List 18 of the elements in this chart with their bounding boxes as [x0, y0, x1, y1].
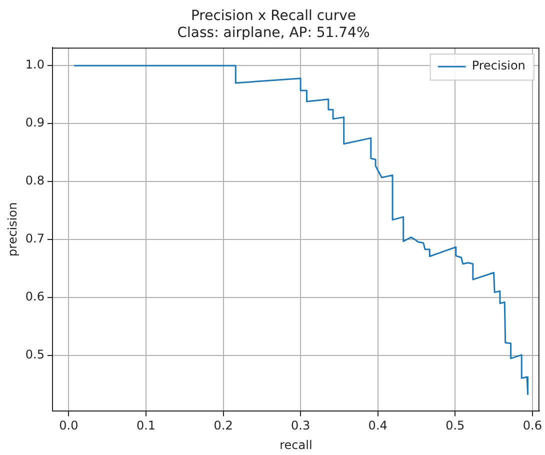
x-axis-title: recall — [280, 438, 312, 452]
x-tick-label: 0.3 — [291, 418, 310, 433]
x-tick-label: 0.1 — [136, 418, 156, 433]
y-tick-label: 0.6 — [25, 290, 44, 304]
x-tick-label: 0.5 — [446, 418, 465, 433]
y-tick-label: 0.5 — [25, 348, 44, 362]
y-tick-label: 0.7 — [25, 232, 44, 246]
y-axis-title: precision — [5, 202, 20, 256]
y-tick-label: 0.9 — [25, 116, 44, 130]
x-tick-label: 0.6 — [522, 418, 542, 433]
x-tick-label: 0.2 — [214, 418, 233, 433]
y-tick-label: 0.8 — [25, 174, 44, 188]
x-tick-label: 0.4 — [368, 418, 388, 433]
chart-title: Precision x Recall curve — [190, 8, 356, 24]
x-tick-label: 0.0 — [59, 418, 78, 433]
chart-subtitle: Class: airplane, AP: 51.74% — [177, 24, 370, 41]
y-tick-label: 1.0 — [25, 58, 44, 72]
legend-label: Precision — [472, 58, 526, 73]
